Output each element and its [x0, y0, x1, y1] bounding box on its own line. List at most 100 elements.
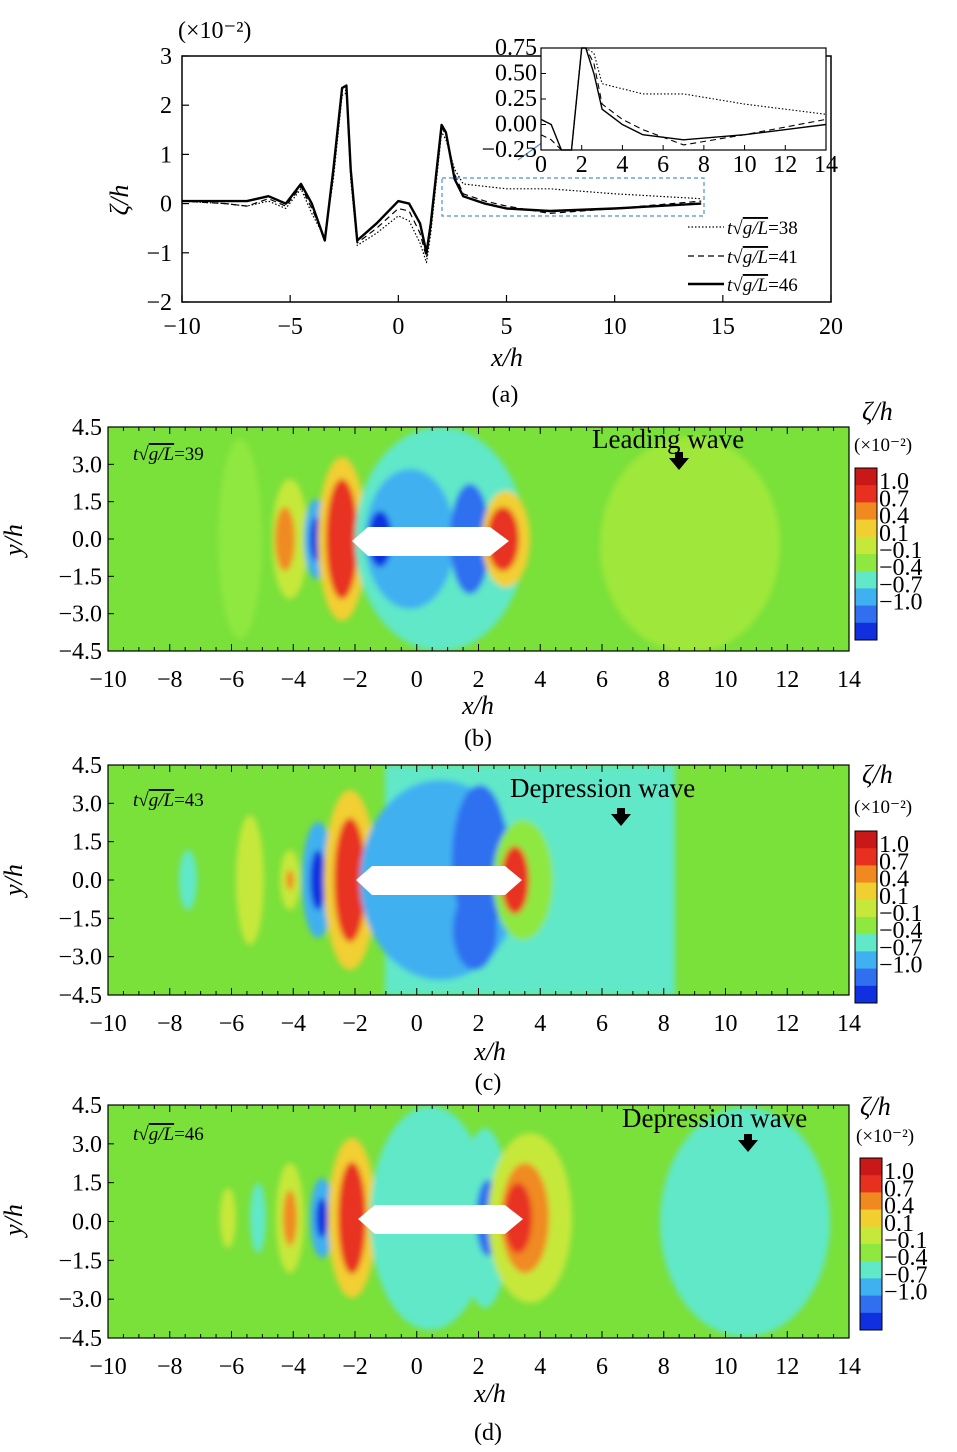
arrow-down-icon [738, 1134, 758, 1152]
x-tick-label: 4 [534, 1354, 546, 1380]
x-tick-label: 5 [501, 314, 513, 340]
b-colorbar-title: ζ/h [862, 397, 893, 426]
y-tick-label: −3.0 [58, 945, 102, 971]
panel-b-xlabel: x/h [461, 691, 494, 720]
colorbar-swatch [860, 1261, 882, 1279]
colorbar-tick-label: 0.4 [879, 504, 909, 530]
x-tick-label: 12 [775, 667, 799, 693]
panel-c-ylabel: y/h [0, 864, 28, 899]
c-colorbar-title: ζ/h [862, 760, 893, 789]
inset-y-tick-label: −0.25 [481, 137, 537, 163]
legend-label-46: t√g/L=46 [727, 275, 798, 296]
c-blob [179, 850, 197, 910]
x-tick-label: 2 [473, 667, 485, 693]
colorbar-tick-label: 0.4 [879, 867, 909, 893]
panel-a-series [181, 84, 702, 264]
x-tick-label: −10 [89, 1011, 127, 1037]
colorbar-tick-label: 1.0 [879, 832, 909, 858]
d-annotation: Depression wave [622, 1103, 807, 1133]
x-tick-label: −4 [280, 667, 306, 693]
colorbar-tick-label: −0.1 [879, 901, 923, 927]
b-blob [275, 507, 295, 571]
y-tick-label: 3 [160, 44, 172, 70]
legend-entry-41: t√g/L=41 [688, 247, 798, 268]
y-tick-label: 4.5 [72, 753, 102, 779]
c-time-label: t√g/L=43 [133, 790, 204, 811]
x-tick-label: 20 [819, 314, 843, 340]
colorbar-swatch [855, 605, 877, 624]
colorbar-tick-label: −1.0 [884, 1280, 928, 1306]
inset-ticks: 0 2 4 6 8 10 12 14 0.750.500.250.00−0.25 [481, 35, 838, 178]
x-tick-label: 2 [473, 1011, 485, 1037]
x-tick-label: −2 [342, 1011, 368, 1037]
panel-c-caption: (c) [475, 1070, 502, 1096]
y-tick-label: −2 [146, 290, 172, 316]
x-tick-label: 10 [714, 1011, 738, 1037]
legend-label-38: t√g/L=38 [727, 218, 798, 239]
inset-series [540, 47, 827, 151]
panel-a-caption: (a) [492, 382, 519, 408]
colorbar-swatch [855, 917, 877, 935]
b-colorbar: 1.00.70.40.1−0.1−0.4−0.7−1.0 [854, 467, 923, 641]
legend-entry-46: t√g/L=46 [688, 275, 798, 296]
x-tick-label: −8 [157, 1354, 183, 1380]
colorbar-tick-label: −0.1 [884, 1228, 928, 1254]
x-tick-label: 14 [837, 667, 861, 693]
y-tick-label: 4.5 [72, 1093, 102, 1119]
colorbar-tick-label: 0.7 [879, 849, 909, 875]
y-tick-label: 1.5 [72, 1171, 102, 1197]
x-tick-label: 4 [534, 667, 546, 693]
colorbar-swatch [860, 1158, 882, 1176]
x-tick-label: 0 [411, 1011, 423, 1037]
colorbar-swatch [855, 951, 877, 970]
panel-d-contours [220, 1106, 830, 1337]
y-tick-label: −3.0 [58, 602, 102, 628]
y-tick-label: −1.5 [58, 1248, 102, 1274]
colorbar-tick-label: 0.1 [884, 1211, 914, 1237]
x-tick-label: −8 [157, 667, 183, 693]
inset-x-tick-label: 6 [657, 152, 669, 178]
inset-frame [540, 47, 827, 151]
d-blob [316, 1198, 328, 1238]
colorbar-swatch [855, 554, 877, 572]
colorbar-swatch [855, 519, 877, 538]
x-tick-label: 14 [837, 1354, 861, 1380]
zoom-connector [517, 141, 544, 161]
x-tick-label: −10 [89, 667, 127, 693]
x-tick-label: −10 [89, 1354, 127, 1380]
panel-c-ticks: −10 −8 −6 −4 −2 0 2 4 6 8 10 12 14 4.5 3.0 1.5 0.0 −1.5 −3… [58, 753, 861, 1037]
colorbar-frame [854, 830, 878, 1004]
x-tick-label: 10 [714, 1354, 738, 1380]
y-tick-label: 1.5 [72, 490, 102, 516]
colorbar-tick-label: −0.7 [879, 935, 923, 961]
panel-c-xlabel: x/h [473, 1037, 506, 1066]
b-time-label: t√g/L=39 [133, 444, 204, 465]
y-tick-label: −4.5 [58, 983, 102, 1009]
inset-x-tick-label: 14 [814, 152, 838, 178]
panel-d-xlabel: x/h [473, 1379, 506, 1408]
x-tick-label: −4 [280, 1354, 306, 1380]
x-tick-label: −10 [163, 314, 201, 340]
colorbar-tick-label: 0.1 [879, 521, 909, 547]
c-blob [236, 815, 264, 945]
panel-d-caption: (d) [474, 1420, 502, 1446]
c-annotation: Depression wave [510, 773, 695, 803]
y-tick-label: 3.0 [72, 452, 102, 478]
c-time-value: =43 [174, 790, 204, 811]
panel-b-caption: (b) [464, 726, 492, 752]
y-tick-label: −1 [146, 241, 172, 267]
x-tick-label: 0 [392, 314, 404, 340]
x-tick-label: 12 [775, 1011, 799, 1037]
inset-x-tick-label: 8 [698, 152, 710, 178]
x-tick-label: −8 [157, 1011, 183, 1037]
y-tick-label: −4.5 [58, 639, 102, 665]
colorbar-tick-label: 1.0 [879, 469, 909, 495]
colorbar-swatch [855, 571, 877, 589]
colorbar-tick-label: 0.1 [879, 884, 909, 910]
colorbar-frame [854, 467, 878, 641]
b-blob [326, 479, 358, 599]
arrow-down-icon [611, 808, 631, 826]
panel-a-y-scale: (×10⁻²) [178, 18, 251, 44]
